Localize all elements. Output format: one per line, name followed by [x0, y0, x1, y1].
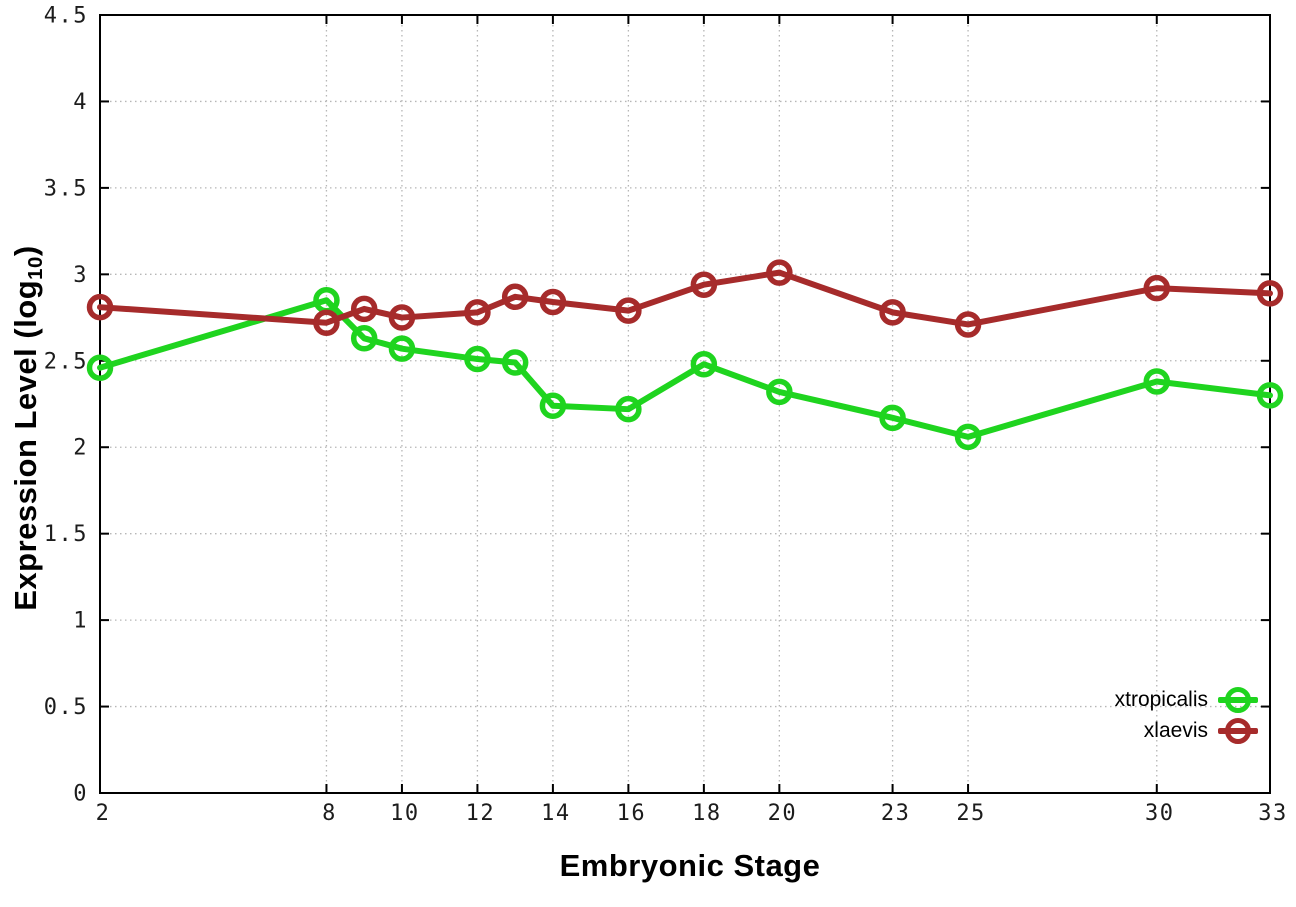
legend-sample-xlaevis — [1218, 718, 1258, 744]
point-xlaevis-stage-13 — [501, 283, 529, 311]
point-xlaevis-stage-10 — [388, 304, 416, 331]
gridlines — [100, 15, 1270, 793]
y-tick-label: 3 — [73, 263, 88, 288]
point-xlaevis-stage-2 — [86, 293, 114, 321]
y-axis-title-subscript: 10 — [23, 256, 47, 280]
point-xlaevis-stage-8 — [313, 309, 340, 336]
y-tick-label: 3.5 — [44, 176, 88, 201]
x-tick-label: 33 — [1258, 801, 1288, 826]
point-xtropicalis-stage-30 — [1143, 368, 1171, 395]
point-xtropicalis-stage-33 — [1256, 382, 1284, 409]
point-xtropicalis-stage-2 — [86, 354, 114, 381]
x-tick-labels: 2 8 10 12 14 16 18 20 23 25 30 33 — [96, 801, 1288, 826]
legend-label-xlaevis: xlaevis — [1143, 719, 1208, 742]
x-tick-label: 30 — [1145, 801, 1175, 826]
point-xtropicalis-stage-25 — [954, 423, 982, 451]
series-line-xlaevis — [97, 269, 1273, 328]
point-xlaevis-stage-33 — [1256, 280, 1284, 307]
y-tick-label: 0 — [73, 782, 88, 807]
point-xlaevis-stage-9 — [350, 295, 378, 323]
point-xlaevis-stage-25 — [954, 311, 982, 338]
point-xlaevis-stage-23 — [879, 299, 906, 326]
legend-item-xtropicalis: xtropicalis — [1115, 687, 1258, 713]
legend: xtropicalis xlaevis — [1115, 687, 1258, 744]
x-tick-label: 16 — [617, 801, 647, 826]
point-xlaevis-stage-14 — [539, 288, 567, 316]
plot-border — [99, 14, 1271, 794]
y-tick-label: 4.5 — [44, 4, 88, 29]
x-axis-title: Embryonic Stage — [559, 848, 821, 883]
y-tick-label: 2.5 — [44, 349, 88, 374]
point-xtropicalis-stage-9 — [350, 325, 378, 352]
x-tick-label: 25 — [956, 801, 986, 826]
y-tick-label: 2 — [73, 436, 88, 461]
series-xlaevis — [86, 259, 1284, 338]
tick-marks — [99, 14, 1271, 794]
y-tick-label: 1 — [73, 609, 88, 634]
point-xtropicalis-stage-14 — [539, 392, 567, 419]
point-xtropicalis-stage-10 — [388, 335, 416, 362]
y-axis-title-text: Expression Level (log — [8, 279, 44, 611]
point-xtropicalis-stage-18 — [690, 350, 718, 378]
legend-label-xtropicalis: xtropicalis — [1114, 688, 1208, 711]
point-xtropicalis-stage-13 — [501, 349, 529, 376]
point-xtropicalis-stage-20 — [766, 378, 793, 406]
legend-circle-marker-icon — [1225, 687, 1251, 713]
y-tick-label: 4 — [73, 90, 88, 115]
point-xtropicalis-stage-23 — [879, 404, 906, 432]
legend-item-xlaevis: xlaevis — [1144, 718, 1258, 744]
x-tick-label: 10 — [390, 801, 420, 826]
x-tick-label: 14 — [541, 801, 571, 826]
x-tick-label: 18 — [692, 801, 722, 826]
y-tick-label: 1.5 — [44, 522, 88, 547]
point-xlaevis-stage-30 — [1143, 274, 1171, 302]
x-tick-label: 20 — [768, 801, 798, 826]
y-axis-title-close: ) — [8, 245, 44, 257]
y-axis-title: Expression Level (log10) — [8, 245, 48, 611]
x-tick-label: 23 — [881, 801, 911, 826]
point-xlaevis-stage-18 — [690, 271, 718, 298]
y-tick-label: 0.5 — [44, 695, 88, 720]
point-xlaevis-stage-16 — [615, 297, 642, 324]
legend-circle-marker-icon — [1225, 718, 1251, 744]
y-tick-labels: 0 0.5 1 1.5 2 2.5 3 3.5 4 4.5 — [44, 4, 88, 807]
point-xtropicalis-stage-12 — [464, 345, 491, 373]
x-tick-label: 8 — [322, 801, 337, 826]
series-xtropicalis — [86, 287, 1284, 451]
x-tick-label: 12 — [466, 801, 496, 826]
x-tick-label: 2 — [96, 801, 111, 826]
legend-sample-xtropicalis — [1218, 687, 1258, 713]
point-xtropicalis-stage-16 — [615, 395, 642, 423]
point-xlaevis-stage-20 — [766, 259, 793, 286]
point-xlaevis-stage-12 — [464, 299, 491, 326]
